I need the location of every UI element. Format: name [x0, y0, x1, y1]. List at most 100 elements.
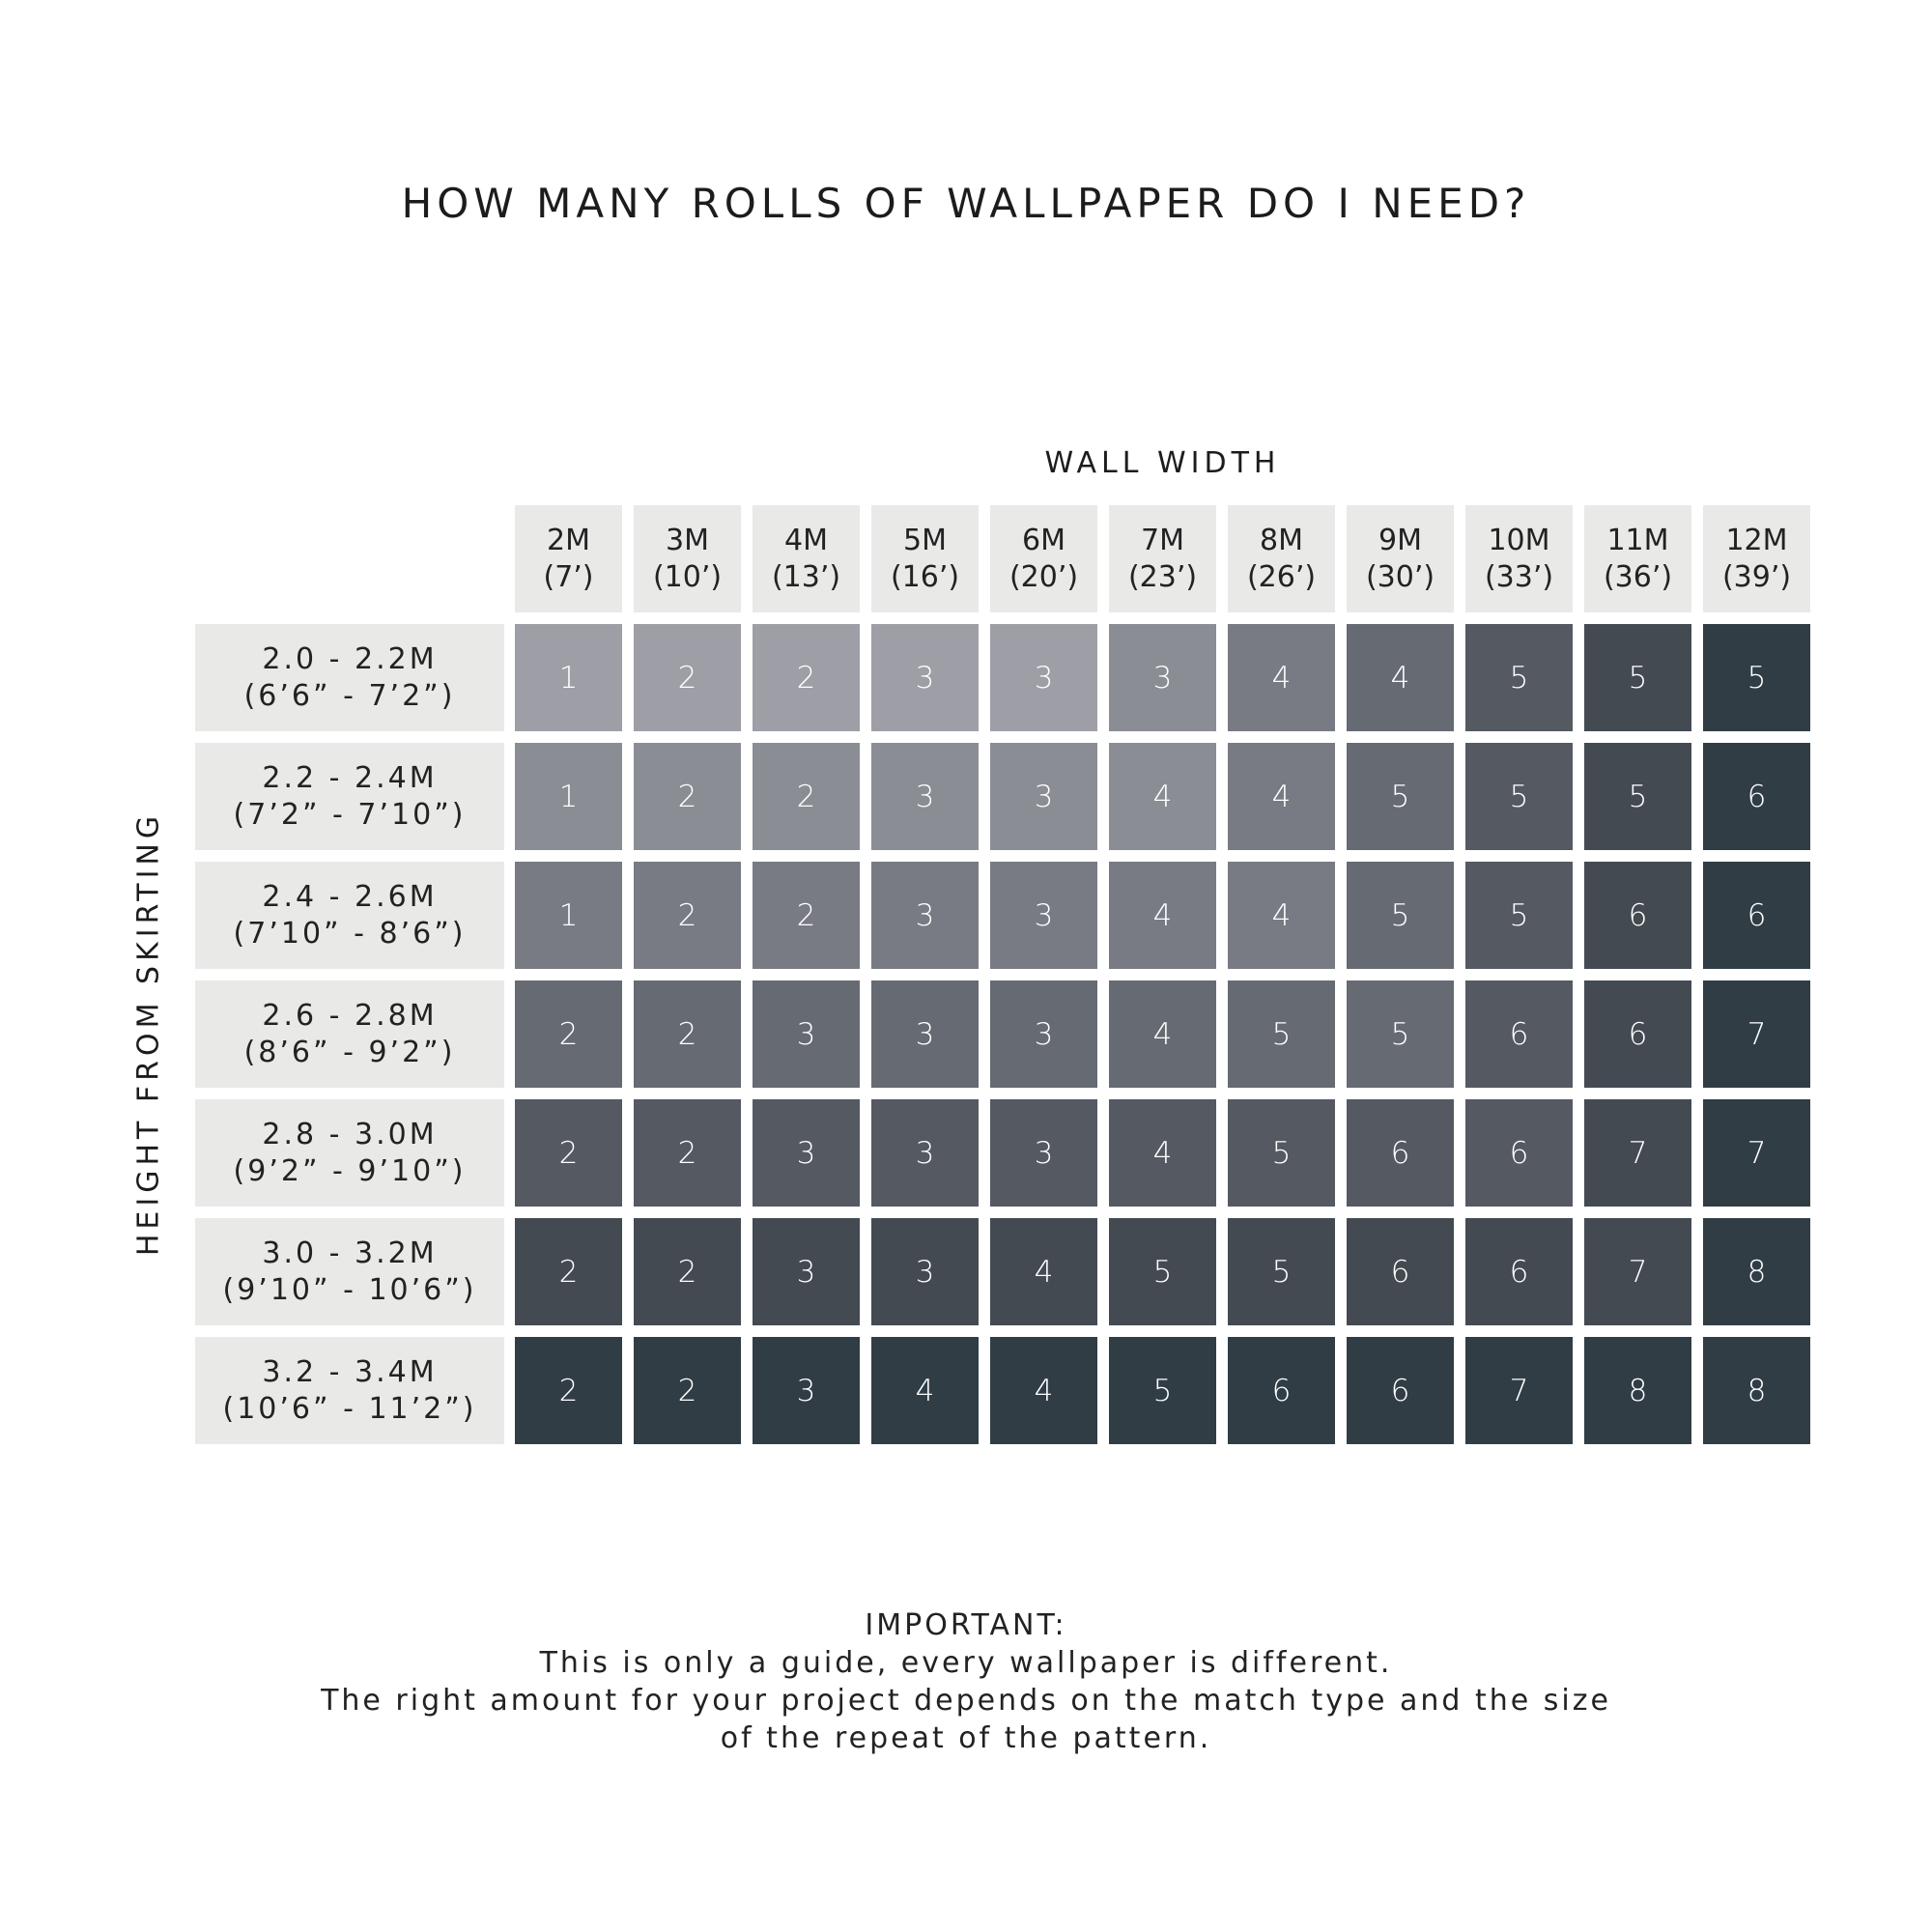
grid-cell: 3 — [753, 1218, 860, 1325]
grid-cell: 3 — [990, 1099, 1097, 1207]
row-metric: 2.6 - 2.8M — [262, 998, 438, 1033]
grid-cell: 4 — [1109, 980, 1216, 1088]
footer-heading: IMPORTANT: — [865, 1608, 1067, 1642]
row-metric: 3.0 - 3.2M — [262, 1236, 438, 1270]
column-metric: 2M — [547, 523, 590, 557]
column-imperial: (39’) — [1721, 559, 1792, 594]
grid-cell: 2 — [634, 1218, 741, 1325]
column-metric: 8M — [1260, 523, 1303, 557]
row-imperial: (8’6” - 9’2”) — [243, 1035, 456, 1069]
grid-cell: 2 — [634, 1099, 741, 1207]
grid-cell: 7 — [1703, 1099, 1810, 1207]
grid-cell: 5 — [1584, 624, 1691, 731]
grid-cell: 2 — [634, 1337, 741, 1444]
grid-cell: 1 — [515, 743, 622, 850]
grid-cell: 8 — [1584, 1337, 1691, 1444]
grid-cell: 3 — [1109, 624, 1216, 731]
column-header: 3M (10’) — [634, 505, 741, 612]
grid-cell: 5 — [1703, 624, 1810, 731]
grid-cell: 6 — [1703, 862, 1810, 969]
row-metric: 2.4 - 2.6M — [262, 879, 438, 914]
column-header: 9M (30’) — [1347, 505, 1454, 612]
row-imperial: (10’6” - 11’2”) — [222, 1391, 477, 1426]
grid-cell: 5 — [1109, 1337, 1216, 1444]
column-metric: 3M — [666, 523, 709, 557]
grid-cell: 2 — [753, 862, 860, 969]
column-header: 8M (26’) — [1228, 505, 1335, 612]
column-imperial: (36’) — [1603, 559, 1673, 594]
grid-cell: 6 — [1347, 1099, 1454, 1207]
row-imperial: (9’10” - 10’6”) — [222, 1272, 477, 1307]
grid-cell: 6 — [1465, 1099, 1573, 1207]
grid-cell: 6 — [1347, 1218, 1454, 1325]
y-axis-label: HEIGHT FROM SKIRTING — [131, 810, 166, 1257]
grid-cell: 3 — [871, 1218, 979, 1325]
grid-cell: 5 — [1109, 1218, 1216, 1325]
grid-cell: 8 — [1703, 1218, 1810, 1325]
grid-cell: 2 — [634, 624, 741, 731]
row-label: 2.6 - 2.8M (8’6” - 9’2”) — [195, 980, 504, 1088]
grid-cell: 7 — [1465, 1337, 1573, 1444]
grid-cell: 2 — [634, 862, 741, 969]
grid-cell: 2 — [753, 624, 860, 731]
grid-cell: 6 — [1465, 980, 1573, 1088]
grid-cell: 5 — [1465, 743, 1573, 850]
row-label: 3.2 - 3.4M (10’6” - 11’2”) — [195, 1337, 504, 1444]
row-imperial: (7’10” - 8’6”) — [233, 916, 467, 951]
grid-cell: 2 — [634, 980, 741, 1088]
column-metric: 4M — [784, 523, 828, 557]
grid-cell: 4 — [1109, 862, 1216, 969]
column-header: 2M (7’) — [515, 505, 622, 612]
grid-cell: 4 — [990, 1218, 1097, 1325]
grid-cell: 3 — [990, 862, 1097, 969]
grid-cell: 2 — [753, 743, 860, 850]
grid-cell: 8 — [1703, 1337, 1810, 1444]
row-label: 2.8 - 3.0M (9’2” - 9’10”) — [195, 1099, 504, 1207]
grid-cell: 5 — [1465, 862, 1573, 969]
grid-cell: 3 — [990, 743, 1097, 850]
grid-cell: 3 — [753, 1337, 860, 1444]
grid-cell: 7 — [1703, 980, 1810, 1088]
column-imperial: (16’) — [890, 559, 960, 594]
grid-cell: 3 — [871, 743, 979, 850]
row-label: 2.4 - 2.6M (7’10” - 8’6”) — [195, 862, 504, 969]
column-header: 7M (23’) — [1109, 505, 1216, 612]
grid-cell: 3 — [753, 1099, 860, 1207]
column-header: 12M (39’) — [1703, 505, 1810, 612]
grid-cell: 3 — [871, 624, 979, 731]
row-imperial: (6’6” - 7’2”) — [243, 678, 456, 713]
column-imperial: (30’) — [1365, 559, 1435, 594]
column-metric: 5M — [903, 523, 947, 557]
column-metric: 6M — [1022, 523, 1065, 557]
row-label: 2.0 - 2.2M (6’6” - 7’2”) — [195, 624, 504, 731]
row-imperial: (9’2” - 9’10”) — [233, 1153, 467, 1188]
grid-cell: 5 — [1584, 743, 1691, 850]
column-imperial: (10’) — [652, 559, 723, 594]
grid-cell: 3 — [990, 980, 1097, 1088]
footer-line: This is only a guide, every wallpaper is… — [539, 1646, 1393, 1680]
footer-line: The right amount for your project depend… — [321, 1684, 1611, 1718]
grid-cell: 4 — [1228, 624, 1335, 731]
grid-cell: 5 — [1228, 1218, 1335, 1325]
grid-cell: 2 — [515, 1337, 622, 1444]
row-metric: 3.2 - 3.4M — [262, 1354, 438, 1389]
grid-cell: 6 — [1584, 862, 1691, 969]
grid-cell: 7 — [1584, 1218, 1691, 1325]
column-header: 11M (36’) — [1584, 505, 1691, 612]
grid-cell: 1 — [515, 862, 622, 969]
row-label: 3.0 - 3.2M (9’10” - 10’6”) — [195, 1218, 504, 1325]
column-imperial: (33’) — [1484, 559, 1554, 594]
footer-line: of the repeat of the pattern. — [720, 1721, 1212, 1755]
column-imperial: (7’) — [543, 559, 594, 594]
grid-cell: 5 — [1347, 743, 1454, 850]
grid-cell: 3 — [990, 624, 1097, 731]
grid-cell: 5 — [1465, 624, 1573, 731]
grid-cell: 4 — [1228, 743, 1335, 850]
grid-cell: 4 — [871, 1337, 979, 1444]
column-metric: 10M — [1488, 523, 1550, 557]
row-imperial: (7’2” - 7’10”) — [233, 797, 467, 832]
grid-cell: 5 — [1347, 980, 1454, 1088]
grid-cell: 6 — [1228, 1337, 1335, 1444]
column-header: 10M (33’) — [1465, 505, 1573, 612]
row-metric: 2.2 - 2.4M — [262, 760, 438, 795]
